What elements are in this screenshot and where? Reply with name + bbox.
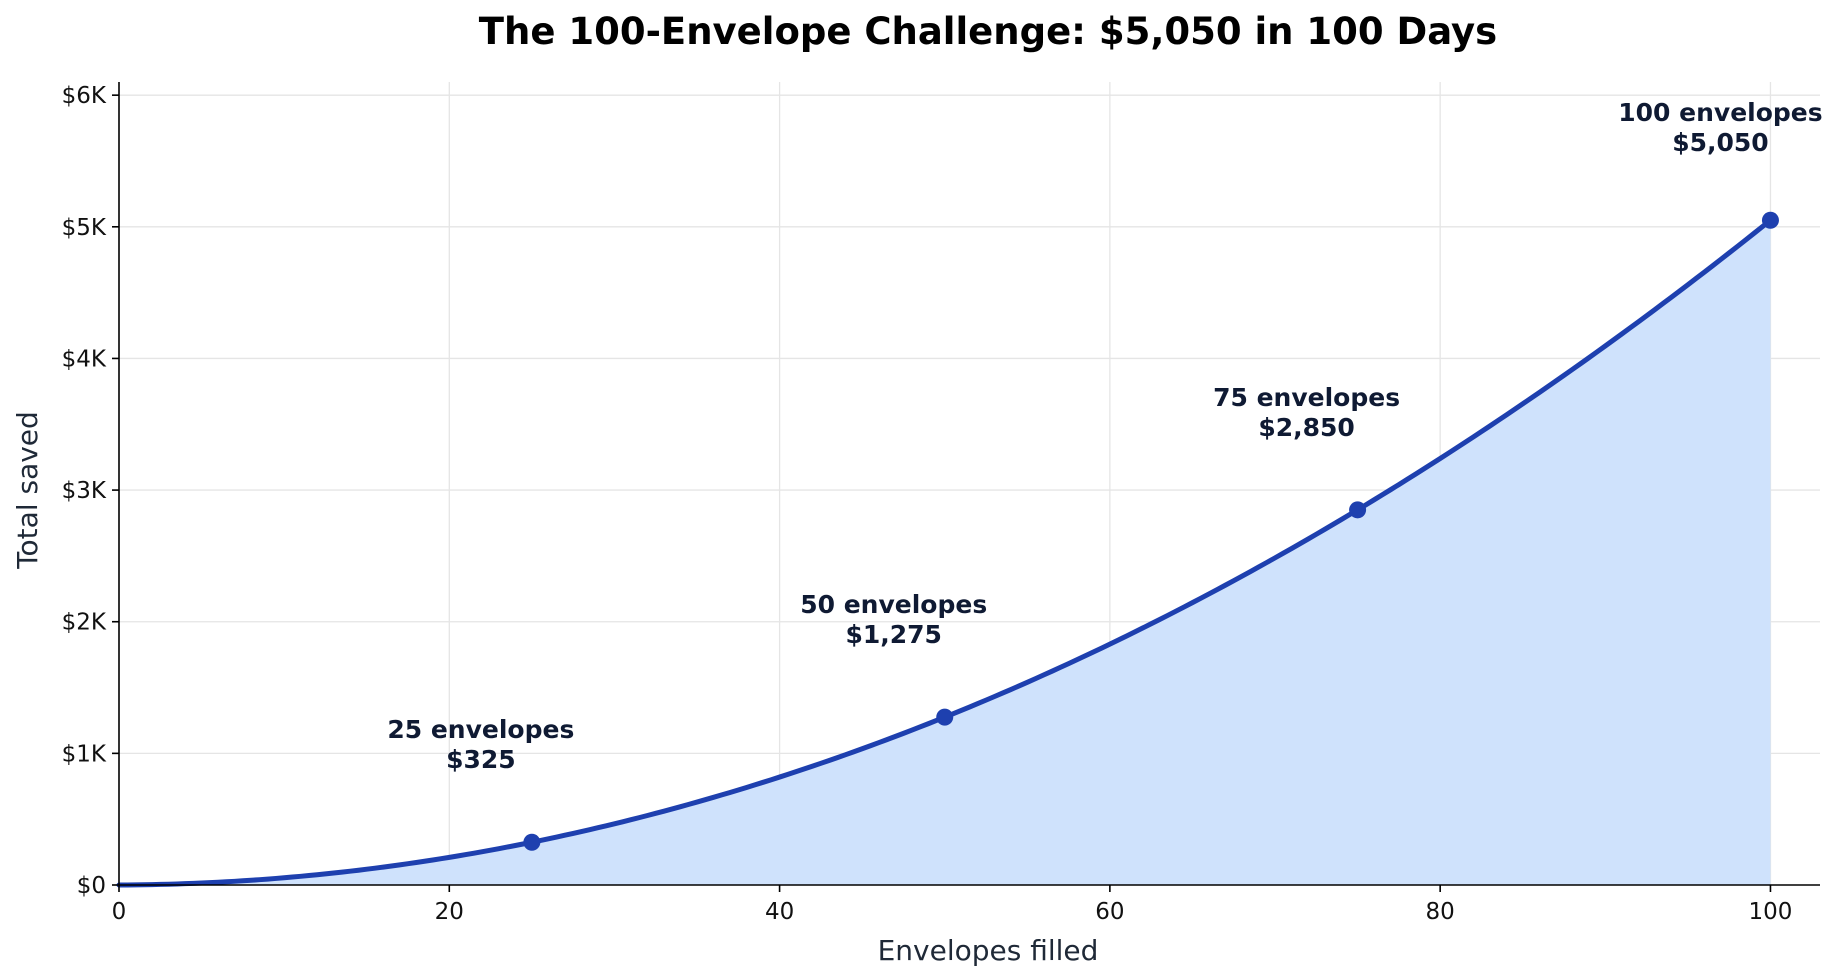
milestone-label-count: 50 envelopes [800,590,987,619]
x-tick-label: 20 [435,899,464,925]
milestone-label-count: 25 envelopes [387,715,574,744]
milestone-label-count: 75 envelopes [1213,383,1400,412]
y-tick-label: $6K [62,83,107,109]
axes: 0 20 40 60 80 100 $0 $1K $2K $3K $4K $5K $6K [62,82,1820,925]
milestone-label-amount: $2,850 [1258,413,1354,442]
y-tick-label: $5K [62,215,107,241]
x-tick-label: 60 [1095,899,1124,925]
milestone-marker [1349,501,1367,519]
x-tick-label: 100 [1749,899,1793,925]
y-tick-label: $2K [62,610,107,636]
y-tick-label: $4K [62,346,107,372]
milestone-label-amount: $5,050 [1672,128,1768,157]
series-area [119,220,1771,886]
markers [523,211,1779,851]
y-tick-label: $3K [62,478,107,504]
area-layer [119,220,1771,886]
y-tick-label: $0 [77,873,106,899]
chart-title: The 100-Envelope Challenge: $5,050 in 10… [479,10,1497,53]
milestone-label-count: 100 envelopes [1618,98,1822,127]
y-axis-label: Total saved [11,411,44,570]
milestone-label-amount: $325 [446,745,516,774]
x-tick-label: 40 [765,899,794,925]
x-tick-label: 80 [1426,899,1455,925]
milestone-marker [936,708,954,726]
milestone-label-amount: $1,275 [845,620,941,649]
milestone-marker [1761,211,1779,229]
y-tick-label: $1K [62,741,107,767]
milestone-marker [523,833,541,851]
x-axis-label: Envelopes filled [878,934,1099,967]
x-tick-label: 0 [112,899,127,925]
annotations: 25 envelopes$325 50 envelopes$1,275 75 env… [387,98,1822,774]
